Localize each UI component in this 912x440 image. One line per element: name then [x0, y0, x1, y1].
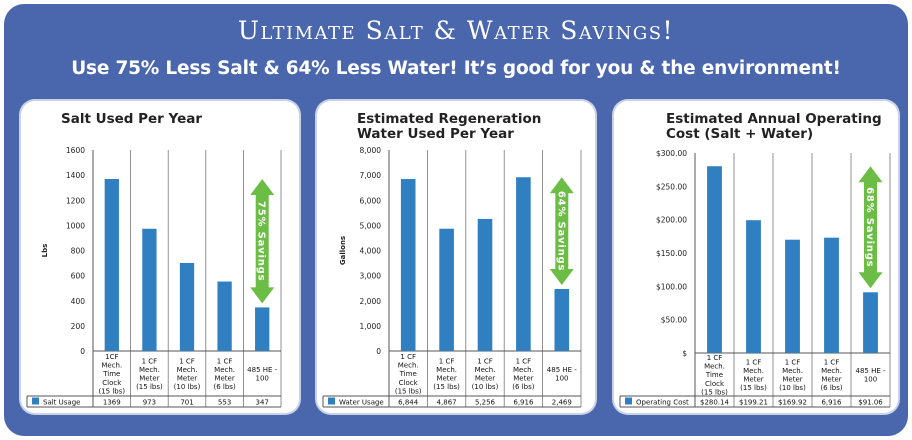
bar [179, 262, 195, 351]
y-tick-label: 400 [71, 297, 86, 306]
y-tick-label: 1200 [66, 196, 85, 205]
chart-title: Estimated Annual Operating Cost (Salt + … [666, 111, 882, 142]
category-label: 485 HE -100 [247, 366, 277, 383]
savings-arrow [549, 177, 574, 285]
bar [477, 218, 493, 351]
y-tick-label: $200.00 [656, 216, 687, 225]
savings-label: 75% Savings [256, 201, 267, 281]
y-tick-label: $300.00 [656, 149, 687, 158]
bar [400, 179, 416, 351]
category-label: 1CF Mech. Time Clock (15 lbs) [98, 353, 125, 395]
value-label: 701 [180, 399, 193, 407]
category-label: 485 HE -100 [855, 367, 885, 384]
value-label: $199.21 [739, 399, 768, 407]
value-label: 553 [218, 399, 231, 407]
category-label: 1 CF Mech. Meter (6 lbs) [214, 357, 236, 391]
y-axis-label: Lbs [41, 244, 49, 258]
category-label: 1 CF Mech. Meter (6 lbs) [512, 357, 534, 391]
bar [707, 166, 722, 353]
chart-title: Salt Used Per Year [61, 111, 202, 127]
bar [863, 292, 878, 353]
y-tick-label: 3,000 [360, 272, 382, 281]
savings-arrow [858, 166, 883, 289]
cost-chart-panel: Estimated Annual Operating Cost (Salt + … [614, 101, 898, 413]
legend-label: Salt Usage [43, 399, 80, 407]
bar [255, 307, 270, 351]
y-tick-label: 6,000 [360, 196, 382, 205]
bar [554, 288, 570, 351]
page-subtitle: Use 75% Less Salt & 64% Less Water! It’s… [71, 58, 841, 79]
category-label: 1 CF Mech. Time Clock (15 lbs) [701, 354, 728, 396]
y-tick-label: 1,000 [360, 322, 382, 331]
value-label: 973 [143, 399, 156, 407]
value-label: 4,867 [437, 399, 457, 407]
y-tick-label: $50.00 [661, 316, 687, 325]
y-tick-label: 8,000 [360, 146, 382, 155]
bar [142, 228, 157, 351]
value-label: 5,256 [475, 399, 496, 407]
y-tick-label: 2,000 [360, 297, 382, 306]
legend-swatch [32, 397, 39, 405]
value-label: 6,916 [821, 399, 842, 407]
y-tick-label: 5,000 [360, 221, 382, 230]
y-tick-label: 1600 [66, 146, 85, 155]
savings-label: 64% Savings [555, 191, 566, 271]
bar [516, 177, 531, 351]
cost-chart: $ $50.00 $100.00 $150.00 $200.00 $250.00 $300.… [619, 149, 891, 408]
y-tick-label: 4,000 [360, 247, 382, 256]
y-tick-label: 7,000 [360, 171, 382, 180]
y-tick-label: 1400 [66, 171, 85, 180]
y-tick-label: 1000 [66, 221, 85, 230]
page-title: Ultimate Salt & Water Savings! [237, 16, 675, 45]
y-tick-label: 200 [71, 322, 86, 331]
bar [785, 239, 800, 353]
legend-label: Water Usage [339, 399, 384, 407]
value-label: 347 [256, 399, 269, 407]
bar [439, 228, 454, 351]
bar [217, 281, 232, 351]
category-label: 1 CF Mech. Meter (6 lbs) [820, 358, 842, 392]
legend-swatch [328, 397, 335, 405]
water-chart-panel: Estimated Regeneration Water Used Per Ye… [317, 101, 595, 413]
value-label: 6,916 [513, 399, 534, 407]
savings-arrow [250, 179, 275, 304]
salt-chart-panel: Salt Used Per Year 0 200 400 600 800 1000 1200… [21, 101, 299, 413]
y-tick-label: $150.00 [656, 249, 687, 258]
value-label: $91.06 [858, 399, 883, 407]
bar [104, 179, 119, 351]
category-label: 1 CF Mech. Meter (10 lbs) [472, 357, 499, 391]
y-tick-label: 0 [80, 347, 85, 356]
value-label: $280.14 [700, 399, 729, 407]
y-axis-label: Gallons [339, 236, 347, 265]
savings-label: 68% Savings [864, 187, 875, 267]
category-label: 1 CF Mech. Meter (10 lbs) [174, 357, 201, 391]
value-label: $169.92 [778, 399, 807, 407]
category-label: 485 HE -100 [547, 366, 577, 383]
chart-title: Estimated Regeneration Water Used Per Ye… [357, 111, 542, 142]
legend-swatch [625, 397, 632, 405]
category-label: 1 CF Mech. Meter (15 lbs) [136, 357, 163, 391]
category-label: 1 CF Mech. Meter (10 lbs) [779, 358, 806, 392]
value-label: 2,469 [552, 399, 572, 407]
category-label: 1 CF Mech. Time Clock (15 lbs) [395, 353, 422, 395]
y-tick-label: $250.00 [656, 182, 687, 191]
category-label: 1 CF Mech. Meter (15 lbs) [740, 358, 767, 392]
bar [746, 220, 761, 353]
bar [824, 237, 839, 353]
y-tick-label: $100.00 [656, 282, 687, 291]
water-chart: 0 1,000 2,000 3,000 4,000 5,000 6,000 7,000 8,00… [322, 146, 582, 408]
y-tick-label: 0 [376, 347, 381, 356]
y-tick-label: 600 [71, 272, 86, 281]
value-label: 6,844 [398, 399, 419, 407]
legend-label: Operating Cost [636, 399, 689, 407]
y-tick-label: 800 [71, 247, 86, 256]
salt-chart: 0 200 400 600 800 1000 1200 1400 1600 Lbs 1CF Mech.… [26, 146, 282, 408]
value-label: 1369 [103, 399, 121, 407]
category-label: 1 CF Mech. Meter (15 lbs) [433, 357, 460, 391]
y-tick-label: $ [682, 349, 687, 358]
